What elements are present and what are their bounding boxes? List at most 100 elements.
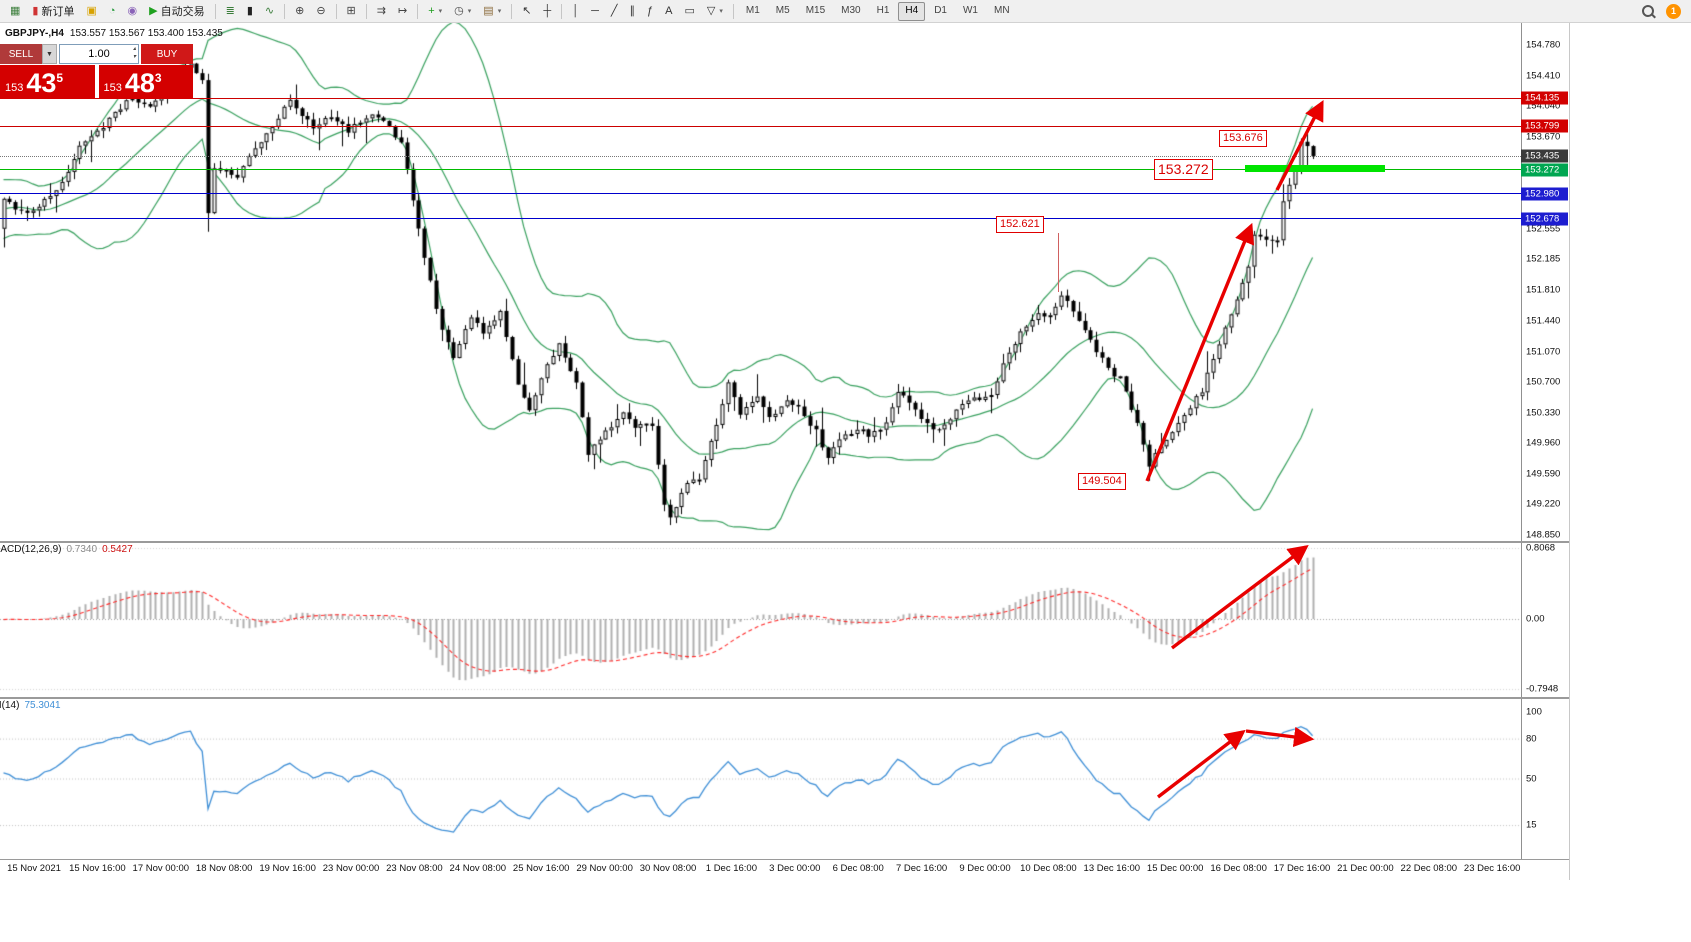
zoom-in-button[interactable]: ⊕ bbox=[290, 1, 309, 22]
price-axis-label: 149.220 bbox=[1526, 498, 1561, 510]
open-folder-button[interactable]: ▣ bbox=[81, 1, 101, 22]
tf-m5-button[interactable]: M5 bbox=[769, 2, 797, 21]
indicators-button[interactable]: + ▾ bbox=[423, 1, 447, 22]
cursor-icon: ↖ bbox=[522, 4, 532, 17]
price-annotation-label[interactable]: 152.621 bbox=[996, 216, 1044, 233]
shapes-button[interactable]: ▽ ▾ bbox=[702, 1, 728, 22]
candles-view-button[interactable]: ▮ bbox=[242, 1, 258, 22]
tf-w1-button-label: W1 bbox=[962, 4, 978, 16]
highlight-zone[interactable] bbox=[1245, 165, 1385, 172]
price-axis-label: 153.670 bbox=[1526, 131, 1561, 143]
new-order-icon: ▮ bbox=[32, 4, 39, 17]
chevron-down-icon: ▾ bbox=[467, 8, 472, 15]
candlestick-icon: ▮ bbox=[246, 4, 253, 17]
templates-button[interactable]: ▤ ▾ bbox=[478, 1, 506, 22]
tf-h4-button[interactable]: H4 bbox=[898, 1, 926, 21]
clock-icon: ◷ bbox=[454, 4, 464, 17]
price-axis-label: 149.960 bbox=[1526, 437, 1561, 449]
text-button[interactable]: A bbox=[660, 1, 677, 22]
macd-axis-label: 0.8068 bbox=[1526, 542, 1556, 554]
price-annotation-label[interactable]: 153.272 bbox=[1154, 159, 1213, 180]
zoom-in-icon: ⊕ bbox=[295, 4, 305, 17]
time-axis-label: 6 Dec 08:00 bbox=[832, 863, 884, 874]
tf-m1-button[interactable]: M1 bbox=[739, 2, 767, 21]
volume-field[interactable]: 1.00 ▴ ▾ bbox=[59, 44, 139, 64]
label-button[interactable]: ▭ bbox=[679, 1, 699, 22]
periods-button[interactable]: ◷ ▾ bbox=[449, 1, 476, 22]
vertical-line-button[interactable]: │ bbox=[567, 1, 584, 22]
time-axis-label: 23 Nov 08:00 bbox=[386, 863, 443, 874]
bars-view-button[interactable]: ≣ bbox=[221, 1, 240, 22]
tf-m15-button[interactable]: M15 bbox=[799, 2, 832, 21]
cursor-button[interactable]: ↖ bbox=[517, 1, 536, 22]
toolbar-separator bbox=[732, 3, 734, 19]
buy-button[interactable]: BUY bbox=[141, 44, 193, 64]
template-icon: ▤ bbox=[483, 4, 494, 17]
refresh-button[interactable]: ◔ bbox=[104, 1, 121, 22]
ask-pip-digit: 3 bbox=[154, 71, 162, 85]
tf-d1-button-label: D1 bbox=[934, 4, 947, 16]
horizontal-line-object[interactable] bbox=[0, 193, 1521, 195]
time-axis-label: 10 Dec 08:00 bbox=[1020, 863, 1077, 874]
rsi-pane-splitter[interactable] bbox=[0, 697, 1569, 699]
volume-increase-button[interactable]: ▴ bbox=[132, 46, 136, 52]
chart-shift-button[interactable]: ↦ bbox=[393, 1, 412, 22]
tile-windows-button[interactable]: ⊞ bbox=[342, 1, 361, 22]
price-axis-box: 154.135 bbox=[1521, 91, 1568, 105]
crosshair-icon: ┼ bbox=[543, 4, 552, 17]
horizontal-line-object[interactable] bbox=[0, 169, 1521, 171]
tf-h1-button[interactable]: H1 bbox=[870, 2, 897, 21]
shapes-icon: ▽ bbox=[706, 4, 716, 17]
toolbar-separator bbox=[284, 3, 286, 19]
channel-button[interactable]: ∥ bbox=[625, 1, 641, 22]
price-axis-box: 153.435 bbox=[1521, 149, 1568, 163]
horizontal-line-button[interactable]: ─ bbox=[586, 1, 604, 22]
price-annotation-label[interactable]: 149.504 bbox=[1078, 473, 1126, 490]
notification-badge[interactable]: 1 bbox=[1666, 3, 1681, 19]
zoom-out-button[interactable]: ⊖ bbox=[311, 1, 330, 22]
volume-dropdown-button[interactable]: ▼ bbox=[42, 44, 57, 64]
tf-m5-button-label: M5 bbox=[775, 4, 790, 16]
price-axis-label: 148.850 bbox=[1526, 529, 1561, 541]
community-button[interactable]: ◉ bbox=[123, 1, 143, 22]
ask-big-digits: 48 bbox=[124, 68, 155, 98]
channel-icon: ∥ bbox=[629, 4, 636, 17]
trendline-button[interactable]: ╱ bbox=[606, 1, 623, 22]
chart-ohlc-values: 153.557 153.567 153.400 153.435 bbox=[69, 28, 223, 39]
chevron-down-icon: ▾ bbox=[438, 8, 443, 15]
toolbar-separator bbox=[417, 3, 419, 19]
tf-d1-button[interactable]: D1 bbox=[927, 2, 954, 21]
horizontal-line-object[interactable] bbox=[0, 97, 1521, 99]
autotrading-button[interactable]: ▶ 自动交易 bbox=[144, 1, 209, 22]
new-order-button[interactable]: ▮ 新订单 bbox=[27, 1, 79, 22]
horizontal-line-object[interactable] bbox=[0, 125, 1521, 127]
crosshair-button[interactable]: ┼ bbox=[538, 1, 556, 22]
auto-scroll-button[interactable]: ⇉ bbox=[372, 1, 391, 22]
tf-m30-button[interactable]: M30 bbox=[834, 2, 867, 21]
bid-price-display[interactable]: 153 43 5 bbox=[0, 65, 95, 99]
tile-windows-icon: ⊞ bbox=[346, 4, 356, 17]
line-view-button[interactable]: ∿ bbox=[260, 1, 279, 22]
price-annotation-label[interactable]: 153.676 bbox=[1219, 130, 1267, 147]
new-chart-button[interactable]: ▦ bbox=[5, 1, 25, 22]
price-axis-label: 151.070 bbox=[1526, 346, 1561, 358]
time-axis[interactable] bbox=[0, 859, 1569, 880]
ask-prefix: 153 bbox=[103, 82, 122, 94]
horizontal-line-object[interactable] bbox=[0, 155, 1521, 157]
search-button[interactable] bbox=[1637, 1, 1659, 22]
macd-axis-label: -0.7948 bbox=[1526, 683, 1559, 695]
volume-decrease-button[interactable]: ▾ bbox=[132, 54, 136, 60]
macd-pane-splitter[interactable] bbox=[0, 541, 1569, 543]
tf-w1-button[interactable]: W1 bbox=[956, 2, 985, 21]
macd-indicator-label: MACD(12,26,9) 0.7340 0.5427 bbox=[0, 544, 133, 555]
sell-button[interactable]: SELL bbox=[0, 44, 42, 64]
ask-price-display[interactable]: 153 48 3 bbox=[98, 65, 193, 99]
tf-mn-button[interactable]: MN bbox=[987, 2, 1017, 21]
price-axis-label: 152.555 bbox=[1526, 223, 1561, 235]
horizontal-line-object[interactable] bbox=[0, 218, 1521, 220]
fibonacci-button[interactable]: ƒ bbox=[642, 1, 658, 22]
chevron-down-icon: ▾ bbox=[497, 8, 502, 15]
chevron-down-icon: ▼ bbox=[46, 50, 53, 58]
toolbar-separator bbox=[365, 3, 367, 19]
